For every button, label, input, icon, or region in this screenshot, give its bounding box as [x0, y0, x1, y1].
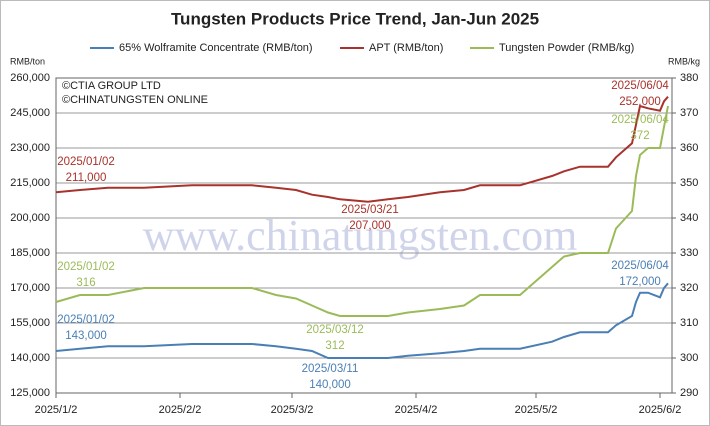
- annotation-date: 2025/01/02: [57, 314, 115, 326]
- x-tick-label: 2025/1/2: [35, 404, 78, 416]
- legend-label: APT (RMB/ton): [369, 42, 443, 54]
- y-tick-label: 185,000: [10, 247, 50, 259]
- y2-tick-label: 360: [680, 142, 698, 154]
- annotation-date: 2025/03/21: [341, 204, 399, 216]
- y-tick-label: 125,000: [10, 387, 50, 399]
- y-tick-label: 260,000: [10, 72, 50, 84]
- annotation-value: 211,000: [66, 172, 107, 184]
- y2-tick-label: 300: [680, 352, 698, 364]
- y-tick-label: 155,000: [10, 317, 50, 329]
- y-tick-label: 215,000: [10, 177, 50, 189]
- x-tick-label: 2025/5/2: [515, 404, 558, 416]
- annotation-date: 2025/03/12: [306, 324, 364, 336]
- x-tick-label: 2025/6/2: [639, 404, 682, 416]
- annotation-value: 312: [325, 340, 344, 352]
- annotation-date: 2025/01/02: [57, 156, 115, 168]
- plot-frame: [55, 77, 673, 394]
- copyright: ©CHINATUNGSTEN ONLINE: [62, 94, 208, 106]
- y2-tick-label: 310: [680, 317, 698, 329]
- y2-tick-label: 340: [680, 212, 698, 224]
- annotation-value: 316: [76, 277, 95, 289]
- y2-tick-label: 330: [680, 247, 698, 259]
- annotation-value: 207,000: [349, 220, 391, 232]
- y2-tick-label: 290: [680, 387, 698, 399]
- y-unit: RMB/ton: [10, 56, 45, 66]
- y-tick-label: 245,000: [10, 107, 50, 119]
- y-tick-label: 170,000: [10, 282, 50, 294]
- x-tick-label: 2025/3/2: [271, 404, 314, 416]
- watermark: www.chinatungsten.com: [143, 211, 578, 260]
- annotation-value: 143,000: [65, 330, 107, 342]
- chart-title: Tungsten Products Price Trend, Jan-Jun 2…: [171, 9, 539, 28]
- series-line: [55, 282, 669, 359]
- series-line: [55, 105, 669, 317]
- legend-label: Tungsten Powder (RMB/kg): [499, 42, 634, 54]
- y-tick-label: 140,000: [10, 352, 50, 364]
- annotation-date: 2025/06/04: [611, 114, 669, 126]
- y2-tick-label: 370: [680, 107, 698, 119]
- x-tick-label: 2025/2/2: [159, 404, 202, 416]
- annotation-value: 140,000: [309, 379, 351, 391]
- y2-tick-label: 380: [680, 72, 698, 84]
- annotation-value: 172,000: [619, 276, 661, 288]
- annotation-date: 2025/03/11: [302, 363, 359, 375]
- annotation-value: 252,000: [619, 96, 661, 108]
- y-tick-label: 230,000: [10, 142, 50, 154]
- x-tick-label: 2025/4/2: [395, 404, 438, 416]
- copyright: ©CTIA GROUP LTD: [62, 80, 161, 92]
- annotation-date: 2025/06/04: [611, 260, 669, 272]
- y2-tick-label: 320: [680, 282, 698, 294]
- legend-label: 65% Wolframite Concentrate (RMB/ton): [119, 42, 313, 54]
- y2-tick-label: 350: [680, 177, 698, 189]
- y-tick-label: 200,000: [10, 212, 50, 224]
- series-line: [55, 96, 669, 203]
- annotation-date: 2025/06/04: [611, 80, 669, 92]
- y2-unit: RMB/kg: [668, 56, 700, 66]
- annotation-date: 2025/01/02: [57, 261, 115, 273]
- annotation-value: 372: [630, 130, 649, 142]
